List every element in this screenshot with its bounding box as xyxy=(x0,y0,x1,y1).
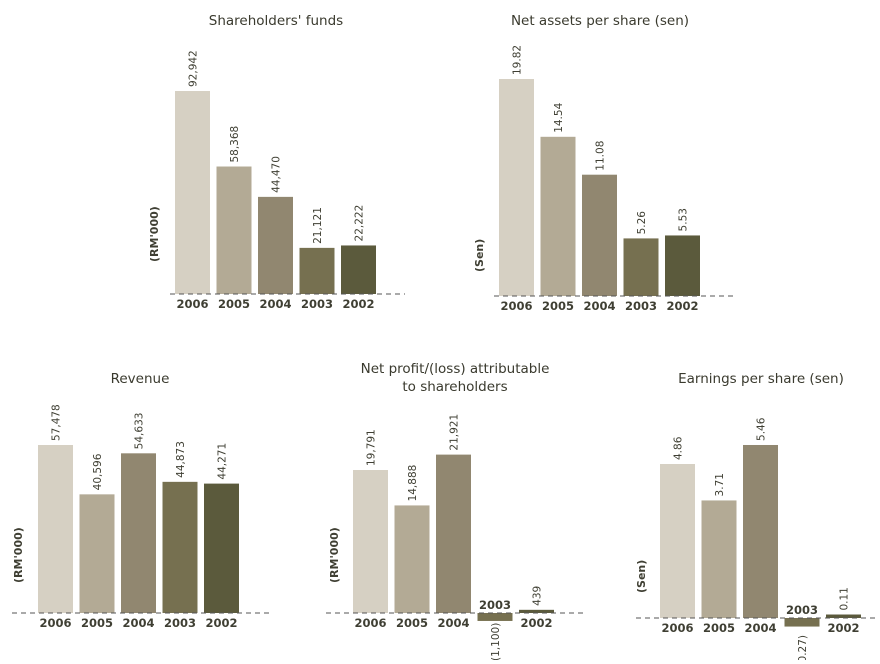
chart-title: Revenue xyxy=(111,371,170,387)
category-label: 2003 xyxy=(625,299,657,313)
bar-2005 xyxy=(540,136,576,296)
bar-2002 xyxy=(665,235,700,296)
bar-2004 xyxy=(582,174,617,296)
data-label: 44,873 xyxy=(175,441,187,478)
bar-2005 xyxy=(701,500,737,618)
data-label: 57,478 xyxy=(51,404,63,441)
category-label: 2006 xyxy=(354,616,386,630)
bar-2003 xyxy=(623,238,659,296)
data-label: 19.82 xyxy=(512,45,524,75)
data-label: 5.26 xyxy=(636,211,648,235)
bar-2004 xyxy=(436,454,471,613)
data-label: 19,791 xyxy=(366,429,378,466)
bar-2002 xyxy=(519,609,554,613)
bar-2005 xyxy=(394,505,430,613)
category-label: 2003 xyxy=(164,616,196,630)
y-axis-label: (Sen) xyxy=(473,239,486,272)
data-label: 0.11 xyxy=(839,587,851,610)
category-label: 2003 xyxy=(786,603,818,617)
category-label: 2002 xyxy=(342,297,374,311)
bar-2006 xyxy=(38,445,73,613)
category-label: 2004 xyxy=(122,616,154,630)
bar-2005 xyxy=(216,166,252,294)
y-axis-label: (RM'000) xyxy=(148,206,161,262)
category-label: 2004 xyxy=(259,297,291,311)
bar-2003 xyxy=(162,481,198,613)
bar-2002 xyxy=(204,483,239,613)
category-label: 2002 xyxy=(520,616,552,630)
bar-2004 xyxy=(121,453,156,613)
category-label: 2005 xyxy=(542,299,574,313)
data-label: 11.08 xyxy=(595,141,607,171)
data-label: (1,100) xyxy=(490,623,502,660)
bar-2006 xyxy=(660,464,695,618)
bar-2005 xyxy=(79,494,115,613)
data-label: 14.54 xyxy=(553,102,565,132)
bar-2006 xyxy=(175,91,210,294)
data-label: 5.53 xyxy=(678,208,690,231)
data-label: 54,633 xyxy=(134,413,146,450)
chart-title-line: to shareholders xyxy=(402,379,507,395)
bar-2004 xyxy=(258,196,293,294)
category-label: 2003 xyxy=(479,598,511,612)
data-label: 44,271 xyxy=(217,443,229,480)
category-label: 2002 xyxy=(666,299,698,313)
category-label: 2006 xyxy=(39,616,71,630)
chart-title: Earnings per share (sen) xyxy=(678,371,844,387)
category-label: 2004 xyxy=(437,616,469,630)
category-label: 2005 xyxy=(396,616,428,630)
data-label: (0.27) xyxy=(797,635,809,660)
chart-title-line: Net profit/(loss) attributable xyxy=(361,361,550,377)
y-axis-label: (RM'000) xyxy=(328,527,341,583)
category-label: 2004 xyxy=(744,621,776,635)
bar-2006 xyxy=(499,79,534,296)
data-label: 92,942 xyxy=(188,50,200,87)
category-label: 2005 xyxy=(703,621,735,635)
category-label: 2006 xyxy=(176,297,208,311)
data-label: 58,368 xyxy=(229,126,241,163)
chart-title: Shareholders' funds xyxy=(209,13,343,29)
bar-2006 xyxy=(353,470,388,613)
y-axis-label: (Sen) xyxy=(635,560,648,593)
category-label: 2002 xyxy=(827,621,859,635)
bar-2003 xyxy=(299,247,335,294)
data-label: 4.86 xyxy=(673,436,685,460)
category-label: 2006 xyxy=(500,299,532,313)
category-label: 2006 xyxy=(661,621,693,635)
data-label: 5.46 xyxy=(756,417,768,441)
data-label: 21,121 xyxy=(312,207,324,244)
y-axis-label: (RM'000) xyxy=(12,527,25,583)
chart-title: Net assets per share (sen) xyxy=(511,13,689,29)
data-label: 44,470 xyxy=(271,156,283,193)
category-label: 2005 xyxy=(81,616,113,630)
category-label: 2005 xyxy=(218,297,250,311)
category-label: 2004 xyxy=(583,299,615,313)
data-label: 22,222 xyxy=(354,205,366,242)
data-label: 21,921 xyxy=(449,414,461,451)
category-label: 2002 xyxy=(205,616,237,630)
chart-title: Net profit/(loss) attributable to shareho… xyxy=(361,361,550,395)
data-label: 40,596 xyxy=(92,453,104,490)
data-label: 439 xyxy=(532,586,544,606)
category-label: 2003 xyxy=(301,297,333,311)
bar-2002 xyxy=(826,614,861,618)
bar-2003 xyxy=(784,618,820,627)
data-label: 3.71 xyxy=(714,473,726,496)
data-label: 14,888 xyxy=(407,465,419,502)
bar-2002 xyxy=(341,245,376,294)
bar-2003 xyxy=(477,613,513,621)
bar-2004 xyxy=(743,444,778,618)
